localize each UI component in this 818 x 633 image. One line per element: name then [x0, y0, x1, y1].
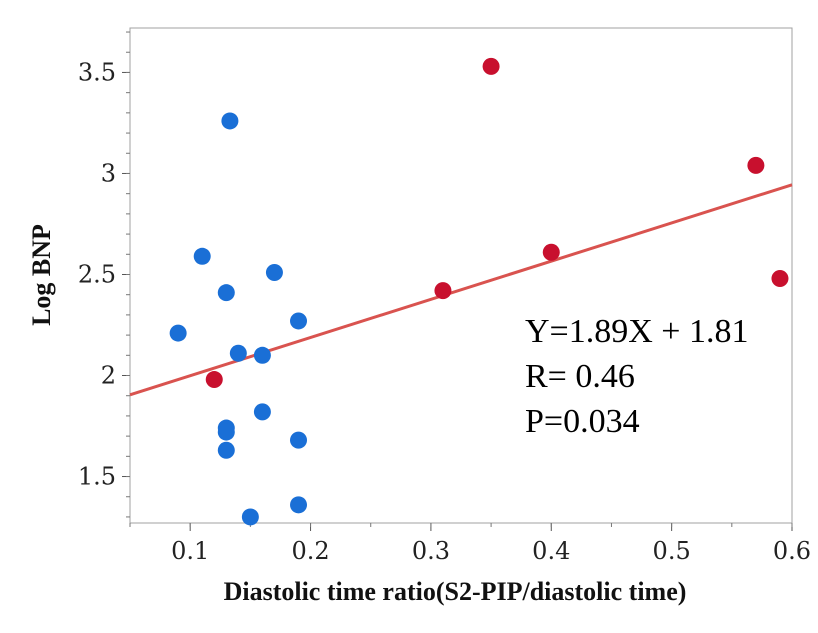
data-point — [542, 243, 560, 261]
data-point — [169, 324, 187, 342]
x-minor-ticks — [129, 523, 793, 527]
data-point — [241, 508, 259, 526]
data-point — [193, 247, 211, 265]
data-point — [253, 346, 271, 364]
y-tick-label: 3.5 — [78, 58, 116, 86]
x-tick-label: 0.4 — [532, 537, 570, 565]
x-tick-label: 0.2 — [291, 537, 329, 565]
y-minor-ticks — [126, 31, 130, 518]
x-tick-label: 0.6 — [773, 537, 811, 565]
data-point — [771, 270, 789, 288]
y-tick-label: 2.5 — [78, 260, 116, 288]
data-point — [265, 263, 283, 281]
annotation-text: P=0.034 — [525, 403, 640, 440]
data-point — [253, 403, 271, 421]
data-point — [290, 496, 308, 514]
y-axis: 1.5 2 2.5 3 3.5 — [78, 58, 130, 491]
plot-frame — [129, 27, 793, 524]
data-point — [217, 423, 235, 441]
data-point — [482, 57, 500, 75]
x-tick-label: 0.3 — [412, 537, 450, 565]
x-tick-label: 0.1 — [171, 537, 209, 565]
data-point — [290, 431, 308, 449]
data-point — [217, 441, 235, 459]
data-point — [205, 371, 223, 389]
data-point — [217, 284, 235, 302]
annotation-text: R= 0.46 — [525, 358, 635, 395]
x-axis-title: Diastolic time ratio(S2-PIP/diastolic ti… — [224, 577, 687, 606]
x-tick-label: 0.5 — [653, 537, 691, 565]
data-point — [229, 344, 247, 362]
annotation-text: Y=1.89X + 1.81 — [525, 313, 748, 350]
y-axis-title: Log BNP — [27, 224, 56, 326]
data-point — [221, 112, 239, 130]
data-point — [290, 312, 308, 330]
data-point — [434, 282, 452, 300]
regression-annotations: Y=1.89X + 1.81 R= 0.46 P=0.034 — [525, 313, 748, 440]
x-axis: 0.1 0.2 0.3 0.4 0.5 0.6 — [171, 523, 811, 565]
data-point — [747, 156, 765, 174]
y-tick-label: 2 — [101, 362, 116, 390]
y-tick-label: 1.5 — [78, 463, 116, 491]
y-tick-label: 3 — [101, 159, 116, 187]
data-points — [169, 57, 789, 526]
